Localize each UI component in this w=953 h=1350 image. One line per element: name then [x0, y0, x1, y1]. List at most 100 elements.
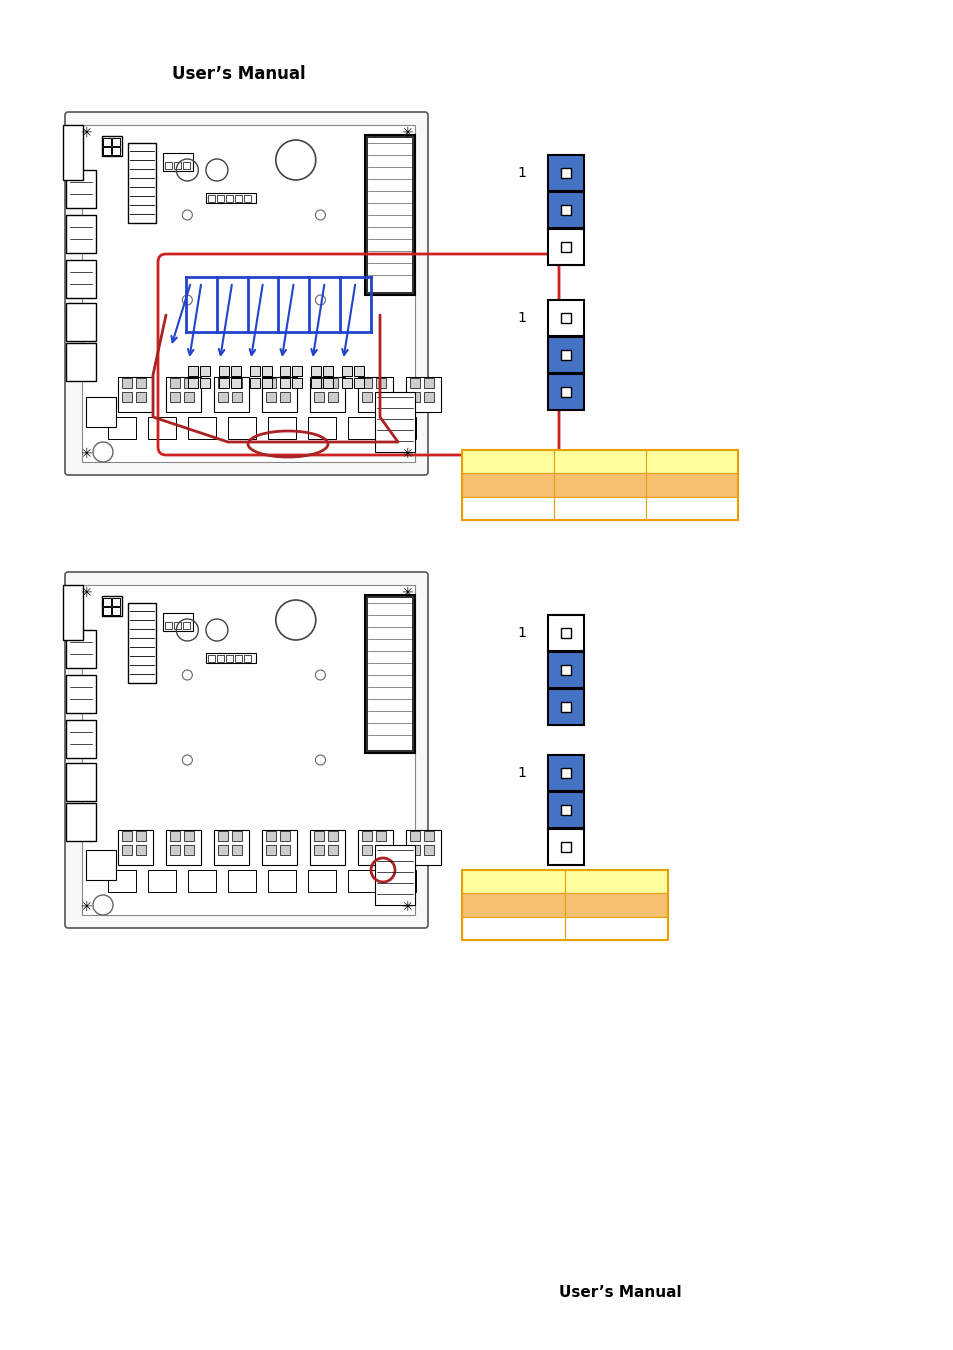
Bar — [461, 450, 554, 474]
Bar — [560, 313, 571, 323]
Bar — [148, 417, 175, 439]
Bar — [232, 392, 242, 402]
Bar — [423, 392, 434, 402]
Bar — [293, 378, 302, 387]
Bar — [308, 417, 335, 439]
Bar — [547, 688, 583, 725]
Bar — [547, 792, 583, 828]
Bar — [268, 869, 295, 892]
Bar — [461, 474, 554, 497]
Bar — [410, 832, 419, 841]
Bar — [108, 869, 136, 892]
Bar — [368, 598, 412, 749]
Bar — [560, 805, 571, 815]
Bar — [262, 377, 296, 412]
Bar — [218, 378, 229, 387]
Bar — [554, 497, 645, 520]
Bar — [208, 194, 214, 202]
Bar — [375, 392, 415, 452]
Bar — [560, 350, 571, 360]
Bar — [547, 652, 583, 688]
Bar — [86, 850, 116, 880]
Bar — [102, 595, 122, 616]
Bar — [184, 378, 193, 387]
Bar — [66, 630, 96, 668]
Bar — [244, 194, 251, 202]
Bar — [547, 192, 583, 228]
Bar — [560, 666, 571, 675]
Bar — [560, 702, 571, 711]
Bar — [554, 474, 645, 497]
Bar — [323, 366, 333, 377]
Bar — [310, 830, 345, 865]
Bar — [375, 832, 386, 841]
Bar — [348, 869, 375, 892]
Bar — [314, 378, 324, 387]
Bar — [136, 392, 146, 402]
Bar — [354, 378, 364, 387]
Bar — [232, 832, 242, 841]
Bar — [183, 162, 190, 169]
Bar — [311, 378, 321, 387]
Bar — [112, 138, 120, 146]
Bar — [112, 598, 120, 606]
Bar — [170, 378, 180, 387]
Bar — [165, 162, 172, 169]
Bar — [311, 366, 321, 377]
Bar — [645, 474, 738, 497]
Bar — [66, 720, 96, 757]
Bar — [188, 366, 198, 377]
Bar — [234, 655, 242, 662]
Bar — [102, 136, 122, 157]
Bar — [410, 845, 419, 855]
Bar — [122, 378, 132, 387]
Bar — [122, 392, 132, 402]
Text: 1: 1 — [517, 626, 525, 640]
Bar — [461, 894, 564, 917]
Bar — [170, 392, 180, 402]
Text: 1: 1 — [517, 166, 525, 180]
Bar — [645, 497, 738, 520]
Bar — [184, 392, 193, 402]
Bar — [63, 585, 83, 640]
Bar — [547, 755, 583, 791]
Bar — [268, 417, 295, 439]
Bar — [170, 845, 180, 855]
Bar — [231, 366, 240, 377]
Bar — [66, 170, 96, 208]
Bar — [406, 377, 440, 412]
Bar — [560, 628, 571, 639]
Bar — [148, 869, 175, 892]
Bar — [112, 147, 120, 155]
Bar — [184, 845, 193, 855]
Bar — [293, 366, 302, 377]
Bar — [163, 153, 193, 171]
Bar — [200, 366, 210, 377]
Bar — [357, 377, 393, 412]
Bar — [218, 378, 228, 387]
Bar — [461, 497, 554, 520]
Bar — [66, 803, 96, 841]
Bar — [547, 155, 583, 190]
Bar — [173, 162, 181, 169]
Bar — [266, 832, 275, 841]
Bar — [410, 392, 419, 402]
Text: ✳: ✳ — [80, 447, 91, 460]
Bar — [103, 598, 111, 606]
Bar — [183, 622, 190, 629]
Bar — [280, 845, 290, 855]
Bar — [560, 768, 571, 778]
Bar — [423, 378, 434, 387]
Bar — [262, 830, 296, 865]
Bar — [560, 167, 571, 178]
Bar — [66, 261, 96, 298]
Bar — [461, 450, 738, 520]
Bar — [365, 595, 415, 752]
Bar — [266, 378, 275, 387]
Bar — [226, 655, 233, 662]
Bar — [280, 366, 291, 377]
Bar — [136, 378, 146, 387]
Bar — [547, 230, 583, 265]
Bar — [328, 378, 337, 387]
Bar — [213, 830, 249, 865]
